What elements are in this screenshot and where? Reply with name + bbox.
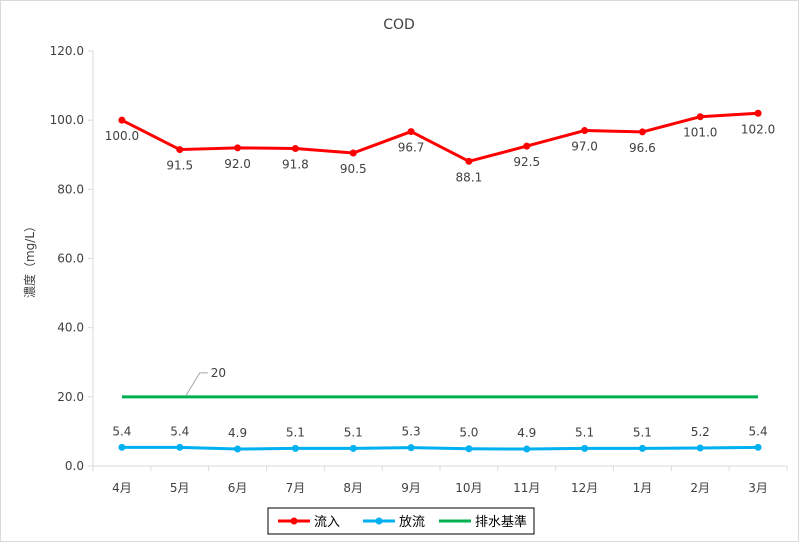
legend-label: 排水基準 xyxy=(475,514,527,530)
data-label-effluent: 5.2 xyxy=(691,425,710,439)
data-label-effluent: 5.4 xyxy=(749,424,768,438)
data-label-influent: 91.8 xyxy=(282,158,309,172)
x-tick-label: 3月 xyxy=(748,481,768,495)
data-label-effluent: 4.9 xyxy=(228,426,247,440)
x-tick-label: 6月 xyxy=(228,481,248,495)
data-label-influent: 90.5 xyxy=(340,162,367,176)
chart-title: COD xyxy=(383,17,415,33)
x-tick-label: 12月 xyxy=(571,481,598,495)
data-label-effluent: 5.0 xyxy=(459,426,478,440)
data-point xyxy=(638,128,646,136)
series-layer: 100.0 91.5 92.0 91.8 90.5 96.7 88.1 92.5 97.0 96.… xyxy=(105,109,775,453)
data-point xyxy=(291,145,299,153)
x-tick-label: 11月 xyxy=(513,481,540,495)
x-tick-label: 9月 xyxy=(401,481,421,495)
data-point xyxy=(234,144,242,152)
data-label-effluent: 5.3 xyxy=(402,425,421,439)
data-label-influent: 92.5 xyxy=(513,155,540,169)
annotation-leader-line xyxy=(185,372,208,397)
data-label-influent: 92.0 xyxy=(224,157,251,171)
data-label-effluent: 5.1 xyxy=(286,425,305,439)
series-line-0 xyxy=(121,111,759,163)
data-point xyxy=(638,444,646,452)
y-tick-label: 40.0 xyxy=(57,321,84,335)
y-tick-label: 80.0 xyxy=(57,182,84,196)
y-tick-label: 100.0 xyxy=(50,113,84,127)
data-point xyxy=(407,444,415,452)
data-point xyxy=(581,127,589,135)
data-label-influent: 101.0 xyxy=(683,126,717,140)
y-tick-label: 60.0 xyxy=(57,252,84,266)
data-label-effluent: 5.1 xyxy=(575,425,594,439)
x-tick-label: 7月 xyxy=(286,481,306,495)
y-tick-label: 0.0 xyxy=(65,459,84,473)
legend-label: 放流 xyxy=(399,515,425,530)
legend-box xyxy=(267,507,535,535)
data-label-effluent: 5.4 xyxy=(112,424,131,438)
data-label-effluent: 5.1 xyxy=(344,425,363,439)
data-label-influent: 102.0 xyxy=(741,122,775,136)
data-point xyxy=(176,146,184,154)
data-label-influent: 91.5 xyxy=(166,159,193,173)
data-label-influent: 96.7 xyxy=(398,141,425,155)
y-axis-title: 濃度（mg/L） xyxy=(22,220,37,298)
axes: 0.0 20.0 40.0 60.0 80.0 100.0 120.0 4月 5月 6月 7月 8月 9… xyxy=(50,44,788,495)
x-tick-label: 8月 xyxy=(343,481,363,495)
data-point xyxy=(118,443,126,451)
data-point xyxy=(523,445,531,453)
x-tick-label: 1月 xyxy=(633,481,653,495)
data-point xyxy=(234,445,242,453)
data-point xyxy=(696,444,704,452)
data-label-effluent: 4.9 xyxy=(517,426,536,440)
x-tick-label: 5月 xyxy=(170,481,190,495)
data-point xyxy=(176,443,184,451)
data-label-influent: 96.6 xyxy=(629,141,656,155)
data-point xyxy=(349,444,357,452)
data-point xyxy=(523,142,531,150)
y-tick-label: 120.0 xyxy=(50,44,84,58)
data-point xyxy=(465,157,473,165)
data-point xyxy=(349,149,357,157)
data-label-influent: 97.0 xyxy=(571,140,598,154)
legend-marker xyxy=(375,517,383,525)
data-label-influent: 100.0 xyxy=(105,129,139,143)
x-tick-label: 10月 xyxy=(455,481,482,495)
legend: 流入 放流 排水基準 xyxy=(267,507,535,535)
annotation-label: 20 xyxy=(211,366,226,380)
data-point xyxy=(696,113,704,121)
data-point xyxy=(754,443,762,451)
series-line-1 xyxy=(121,445,759,451)
x-tick-label: 4月 xyxy=(112,481,132,495)
data-point xyxy=(291,444,299,452)
data-point xyxy=(407,128,415,136)
data-point xyxy=(465,445,473,453)
data-point xyxy=(581,444,589,452)
data-label-effluent: 5.4 xyxy=(170,424,189,438)
x-tick-label: 2月 xyxy=(690,481,710,495)
data-point xyxy=(118,116,126,124)
legend-label: 流入 xyxy=(314,515,340,530)
data-label-effluent: 5.1 xyxy=(633,425,652,439)
legend-marker xyxy=(290,517,298,525)
data-point xyxy=(754,109,762,117)
data-label-influent: 88.1 xyxy=(456,170,483,184)
y-tick-label: 20.0 xyxy=(57,390,84,404)
